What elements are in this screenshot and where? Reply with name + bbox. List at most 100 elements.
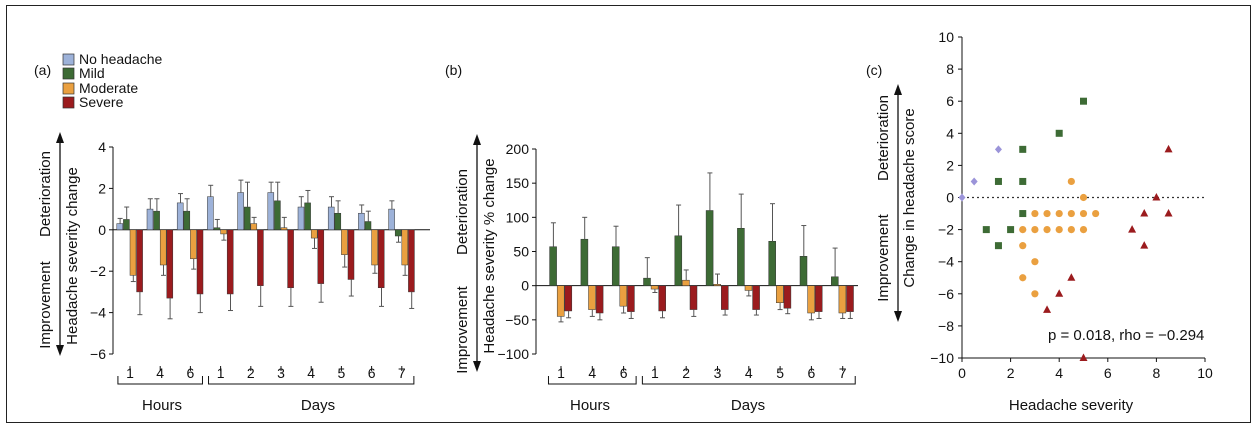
panel-c-point-moderate <box>1031 226 1039 234</box>
panel-c-stat-annotation: p = 0.018, rho = −0.294 <box>1048 327 1204 344</box>
panel-a-bar-moderate <box>129 229 137 276</box>
panel-c-point-mild <box>1080 97 1087 105</box>
panel-a-bar-no-headache <box>267 192 275 231</box>
panel-a-y-tick-label: 0 <box>98 222 106 238</box>
panel-a-y-tick-label: −4 <box>90 305 106 321</box>
panel-b-bar-moderate <box>682 279 690 286</box>
panel-a-bar-no-headache <box>388 208 395 231</box>
panel-c-ylabel: Change in headache score <box>901 108 918 287</box>
panel-c-deterioration-label: Deterioration <box>875 95 892 181</box>
panel-b-x-tick-label: 4 <box>588 365 596 381</box>
panel-c-chart: −10 −8 −6 −4 −2 0 2 4 6 8 10 0 2 4 6 8 10 <box>930 29 1213 381</box>
panel-c-y-tick-label: −10 <box>930 350 954 366</box>
panel-c-point-severe <box>1152 193 1161 201</box>
panel-c-point-severe <box>1055 289 1064 297</box>
panel-b-chart: −100 −50 0 50 100 150 200 1 4 6 1 2 3 4 5 6 7 <box>497 141 858 385</box>
panel-a-bar-mild <box>243 206 251 231</box>
panel-c-y-tick-label: 0 <box>946 190 954 206</box>
panel-a-group-hours: Hours <box>142 397 182 414</box>
panel-a-x-tick-label: 4 <box>156 365 164 381</box>
panel-a-bar-moderate <box>190 229 197 260</box>
panel-c-point-moderate <box>1079 193 1088 202</box>
panel-a-bar-mild <box>123 219 130 231</box>
panel-b-y-tick-label: 0 <box>521 278 529 294</box>
legend-label-severe: Severe <box>79 94 124 110</box>
panel-a-bar-mild <box>394 229 402 237</box>
panel-c-point-mild <box>1055 129 1063 137</box>
panel-b-x-tick-label: 4 <box>745 365 753 381</box>
panel-c-y-tick-label: 2 <box>946 157 954 173</box>
panel-c-xlabel: Headache severity <box>1009 397 1134 414</box>
panel-a-bar-no-headache <box>297 206 305 231</box>
panel-b-bar-mild <box>705 210 714 286</box>
legend-swatch-severe <box>62 96 75 109</box>
panel-c-point-no-headache <box>970 177 978 186</box>
panel-a-bar-no-headache <box>116 223 124 231</box>
panel-a-y-tick-label: 2 <box>98 180 106 196</box>
panel-c-point-severe <box>1067 273 1076 281</box>
panel-a-bar-mild <box>364 221 372 231</box>
panel-a-bar-severe <box>317 229 325 284</box>
panel-a-x-tick-label: 4 <box>307 365 315 381</box>
panel-a-y-tick-label: −6 <box>90 346 106 362</box>
panel-a-x-tick-label: 6 <box>187 365 195 381</box>
panel-c-point-severe <box>1140 209 1149 217</box>
panel-c-point-no-headache <box>994 145 1002 154</box>
panel-c-y-tick-label: 6 <box>946 93 954 109</box>
panel-b-y-tick-label: 100 <box>506 209 530 225</box>
panel-c-point-moderate <box>1055 226 1063 234</box>
panel-a-bar-mild <box>274 200 281 231</box>
panel-b-bar-severe <box>689 285 698 310</box>
panel-a-bar-severe <box>377 229 385 289</box>
panel-a-group-days: Days <box>301 397 335 414</box>
panel-b-x-tick-label: 1 <box>557 365 565 381</box>
panel-b-bar-severe <box>814 285 823 312</box>
panel-a-bar-moderate <box>220 229 227 235</box>
panel-b-label: (b) <box>445 62 462 78</box>
legend-swatch-mild <box>62 67 75 80</box>
panel-c-point-mild <box>1007 226 1015 234</box>
panel-a-bar-mild <box>334 212 342 231</box>
panel-c-point-moderate <box>1055 209 1063 218</box>
panel-c-x-tick-label: 6 <box>1104 365 1112 381</box>
panel-b-bar-severe <box>627 285 635 312</box>
legend-swatch-moderate <box>62 82 75 95</box>
panel-b-y-tick-label: −100 <box>497 346 529 362</box>
panel-a-x-tick-label: 6 <box>368 365 376 381</box>
panel-b-x-tick-label: 7 <box>839 365 847 381</box>
panel-b-bar-severe <box>564 285 573 312</box>
panel-a-label: (a) <box>34 62 51 78</box>
panel-a-bar-mild <box>183 210 191 231</box>
panel-b-x-tick-label: 2 <box>682 365 690 381</box>
panel-b-bar-moderate <box>838 285 847 314</box>
panel-b-bar-severe <box>752 285 760 310</box>
panel-b-bar-severe <box>846 285 854 312</box>
panel-a-bar-severe <box>166 229 174 299</box>
panel-a-y-tick-label: −2 <box>90 263 106 279</box>
panel-a-bar-no-headache <box>358 212 365 231</box>
panel-c-point-moderate <box>1067 209 1075 218</box>
panel-c-direction-arrow <box>894 84 902 322</box>
panel-c-point-moderate <box>1079 226 1088 234</box>
panel-a-bar-mild <box>213 227 221 231</box>
panel-a-deterioration-label: Deterioration <box>37 151 54 237</box>
panel-c-x-tick-label: 4 <box>1055 365 1063 381</box>
legend-label-mild: Mild <box>79 65 105 81</box>
panel-b-group-bracket-days <box>641 376 856 385</box>
panel-c-point-moderate <box>1092 209 1100 218</box>
panel-c-point-moderate <box>1031 290 1039 298</box>
panel-c-y-tick-label: −4 <box>938 254 954 270</box>
panel-a-x-tick-label: 5 <box>338 365 346 381</box>
panel-b-bar-mild <box>549 246 557 286</box>
panel-b-bar-severe <box>595 285 604 314</box>
panel-b-direction-arrow <box>473 134 481 372</box>
panel-b-bar-mild <box>737 228 745 286</box>
panel-c-x-tick-label: 2 <box>1007 365 1015 381</box>
panel-c-x-tick-label: 8 <box>1153 365 1161 381</box>
panel-a-bar-moderate <box>310 229 318 239</box>
panel-b-bar-mild <box>674 235 683 286</box>
panel-a-bar-severe <box>226 229 234 295</box>
panel-b-x-tick-label: 5 <box>776 365 784 381</box>
panel-b-bar-mild <box>831 276 839 286</box>
